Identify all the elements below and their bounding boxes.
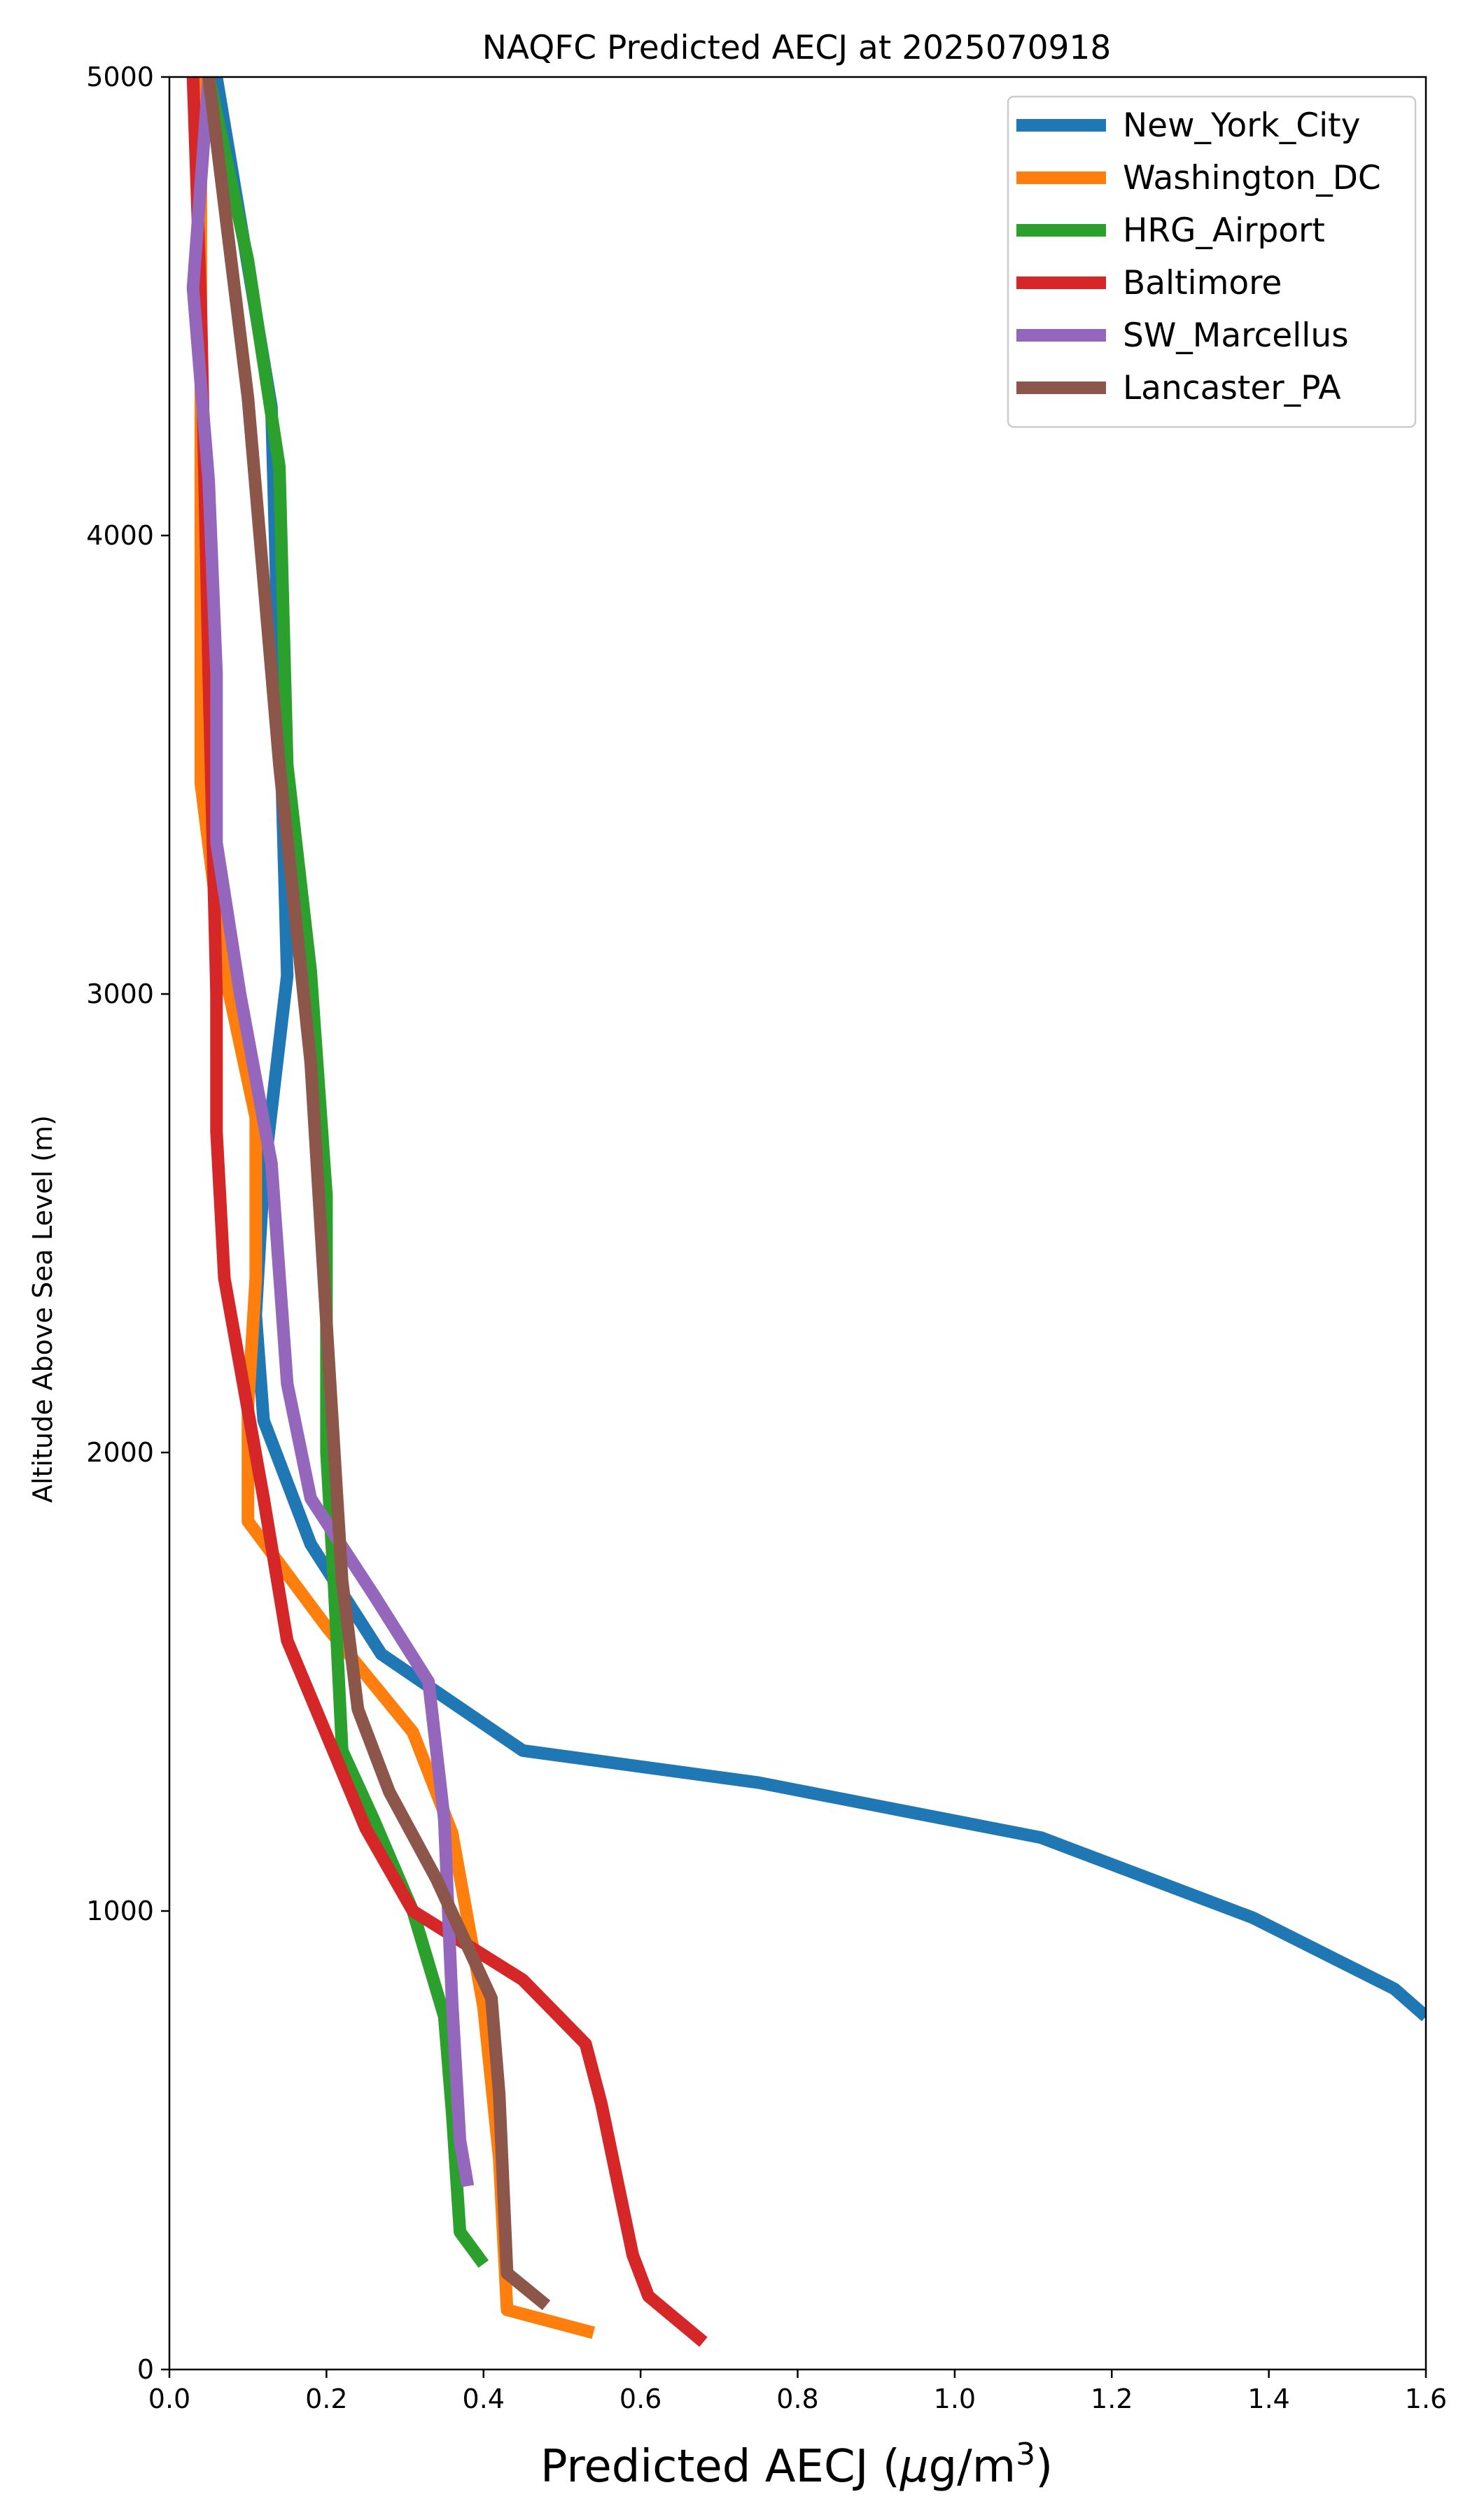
x-tick-label: 1.4 <box>1247 2384 1289 2414</box>
series-line-sw-marcellus <box>186 77 475 2188</box>
x-tick-label: 1.2 <box>1091 2384 1133 2414</box>
x-tick-label: 0.2 <box>305 2384 347 2414</box>
legend-frame <box>1007 95 1417 428</box>
chart-title: NAQFC Predicted AECJ at 2025070918 <box>482 29 1112 67</box>
y-tick-label: 4000 <box>86 520 154 551</box>
y-axis: 0 1000 2000 3000 4000 5000 <box>86 62 169 2385</box>
y-tick-label: 3000 <box>86 979 154 1009</box>
y-tick-label: 1000 <box>86 1896 154 1926</box>
series-line-hrg-airport <box>202 77 489 2268</box>
legend-label-hrg-airport: HRG_Airport <box>1123 211 1325 250</box>
x-tick-label: 0.8 <box>776 2384 818 2414</box>
y-axis-label: Altitude Above Sea Level (m) <box>27 1115 58 1503</box>
x-tick-label: 1.0 <box>934 2384 976 2414</box>
legend-label-sw-marcellus: SW_Marcellus <box>1123 316 1349 355</box>
x-tick-label: 0.0 <box>148 2384 190 2414</box>
x-tick-label: 0.4 <box>463 2384 505 2414</box>
x-axis-label-mu: μ <box>899 2441 929 2493</box>
plot-area <box>168 76 1427 2371</box>
x-axis-label-unit: g/m <box>929 2441 1016 2493</box>
x-axis: 0.0 0.2 0.4 0.6 0.8 1.0 1.2 1.4 1.6 <box>148 2370 1447 2414</box>
y-tick-label: 2000 <box>86 1437 154 1468</box>
legend: New_York_City Washington_DC HRG_Airport Bal… <box>1007 95 1417 428</box>
legend-label-lancaster-pa: Lancaster_PA <box>1123 369 1341 407</box>
legend-label-baltimore: Baltimore <box>1123 264 1282 302</box>
y-tick-label: 5000 <box>86 62 154 92</box>
legend-label-washington-dc: Washington_DC <box>1123 159 1381 197</box>
legend-label-new-york-city: New_York_City <box>1123 106 1360 145</box>
x-tick-label: 0.6 <box>620 2384 662 2414</box>
x-axis-label: Predicted AECJ (μg/m3) <box>540 2437 1053 2493</box>
x-tick-label: 1.6 <box>1405 2384 1447 2414</box>
series-line-lancaster-pa <box>202 77 551 2311</box>
y-tick-label: 0 <box>137 2354 154 2385</box>
x-axis-label-main: Predicted AECJ ( <box>540 2441 900 2493</box>
x-axis-label-close: ) <box>1035 2441 1053 2493</box>
x-axis-label-superscript: 3 <box>1016 2437 1035 2472</box>
plot-background <box>169 77 1426 2370</box>
series-lines <box>186 77 1426 2347</box>
